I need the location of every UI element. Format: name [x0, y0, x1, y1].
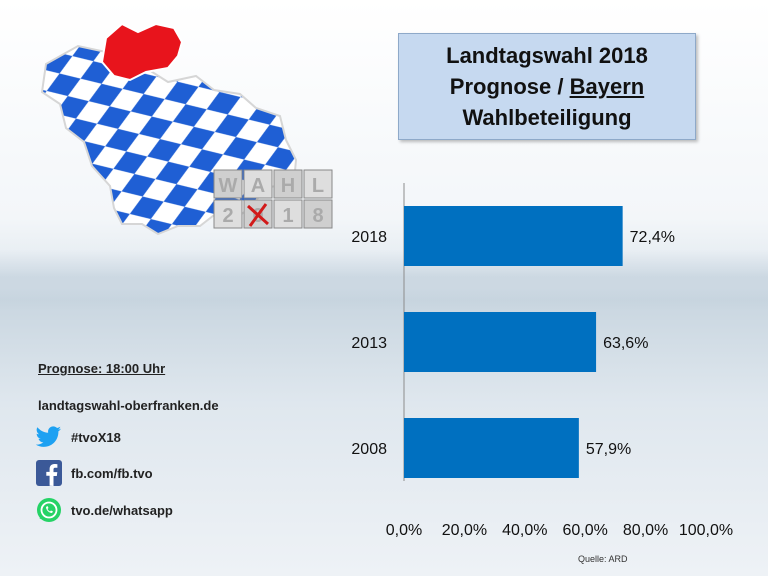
turnout-bar-chart: 2018 72,4% 2013 63,6% 2008 57,9% 0,0% 20,0% 40,0…: [351, 183, 733, 539]
value-label: 72,4%: [630, 229, 675, 246]
prognose-time: Prognose: 18:00 Uhr: [38, 361, 166, 376]
bavaria-map-logo: W A H L 2 0 1 8: [40, 22, 333, 236]
title-line-3: Wahlbeteiligung: [462, 105, 632, 130]
title-region: Bayern: [569, 74, 645, 99]
x-tick-label: 80,0%: [623, 522, 668, 539]
x-tick-label: 40,0%: [502, 522, 547, 539]
logo-row-1: W A H L: [213, 169, 333, 199]
title-line-2: Prognose / Bayern: [399, 71, 695, 102]
whatsapp-link: tvo.de/whatsapp: [71, 502, 173, 518]
svg-text:1: 1: [282, 205, 293, 227]
facebook-icon: [36, 460, 62, 486]
category-label: 2018: [351, 229, 387, 246]
title-line-1: Landtagswahl 2018: [446, 43, 648, 68]
bar: [404, 312, 597, 372]
whatsapp-row[interactable]: tvo.de/whatsapp: [36, 497, 173, 523]
facebook-link: fb.com/fb.tvo: [71, 465, 153, 481]
bar: [404, 206, 623, 266]
svg-text:2: 2: [222, 205, 233, 227]
bar: [404, 418, 579, 478]
svg-text:W: W: [219, 175, 238, 197]
category-label: 2013: [351, 335, 387, 352]
facebook-row[interactable]: fb.com/fb.tvo: [36, 460, 153, 486]
wahl-2018-logo: W A H L 2 0 1 8: [213, 169, 333, 229]
svg-text:8: 8: [312, 205, 323, 227]
x-tick-label: 100,0%: [679, 522, 733, 539]
x-tick-label: 20,0%: [442, 522, 487, 539]
value-label: 63,6%: [603, 335, 648, 352]
red-cross-mark: [246, 203, 270, 227]
title-prefix: Prognose /: [449, 74, 570, 99]
twitter-icon: [36, 424, 62, 450]
website-link[interactable]: landtagswahl-oberfranken.de: [38, 398, 219, 413]
x-tick-label: 0,0%: [386, 522, 422, 539]
whatsapp-icon: [36, 497, 62, 523]
logo-row-2: 2 0 1 8: [213, 199, 333, 229]
value-label: 57,9%: [586, 441, 631, 458]
horizon-band: [0, 250, 768, 310]
twitter-row[interactable]: #tvoX18: [36, 424, 121, 450]
svg-text:L: L: [312, 175, 324, 197]
oberfranken-region: [100, 22, 184, 82]
source-note: Quelle: ARD: [578, 554, 628, 564]
category-label: 2008: [351, 441, 387, 458]
x-tick-label: 60,0%: [563, 522, 608, 539]
svg-text:A: A: [251, 175, 265, 197]
twitter-hashtag: #tvoX18: [71, 429, 121, 445]
svg-text:H: H: [281, 175, 295, 197]
chart-title-box: Landtagswahl 2018 Prognose / Bayern Wahl…: [398, 33, 696, 140]
